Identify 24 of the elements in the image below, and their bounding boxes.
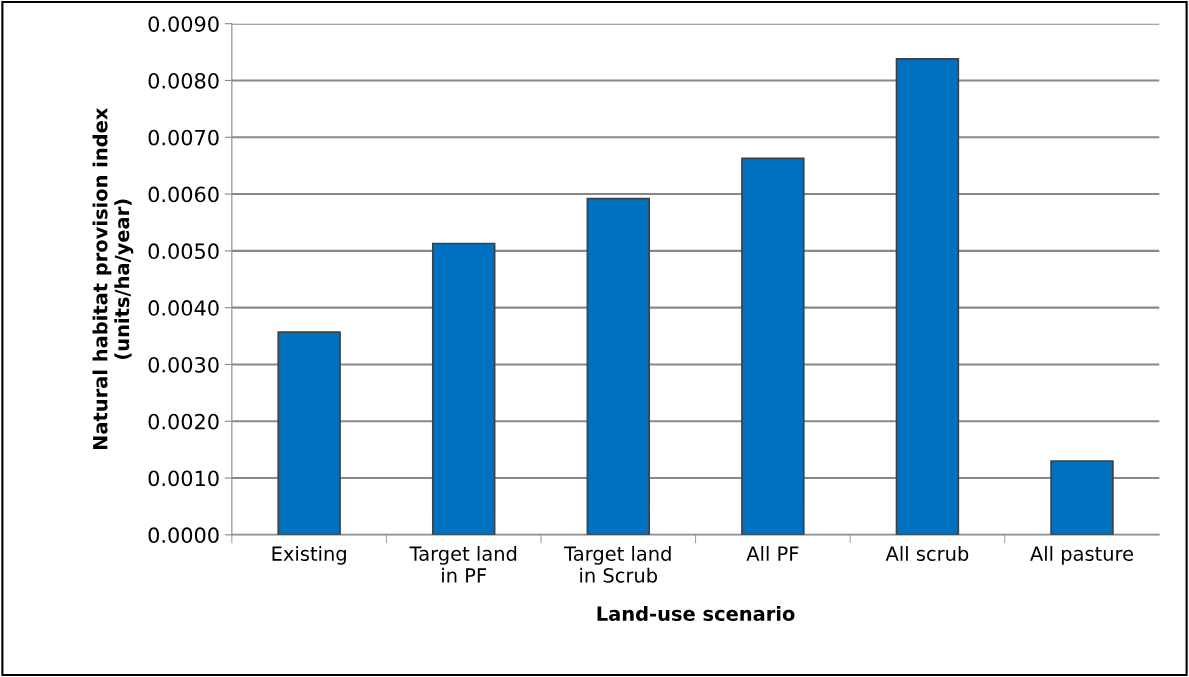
x-tick-label: All scrub xyxy=(885,545,969,561)
y-tick-label: 0.0020 xyxy=(148,413,219,430)
y-tick-label: 0.0010 xyxy=(148,470,219,487)
y-tick-label: 0.0060 xyxy=(148,186,219,203)
y-tick-label: 0.0000 xyxy=(148,527,219,544)
y-tick-label: 0.0050 xyxy=(148,243,219,260)
bar xyxy=(277,331,341,535)
y-tick-label: 0.0070 xyxy=(148,129,219,146)
x-tick-label: All PF xyxy=(746,545,799,561)
bar xyxy=(1050,460,1114,535)
y-tick-label: 0.0080 xyxy=(148,72,219,89)
y-tick-label: 0.0090 xyxy=(148,16,219,32)
x-tick-label: Target land in Scrub xyxy=(564,545,671,583)
bar xyxy=(431,242,496,535)
y-axis-title: Natural habitat provision index (units/ha/year) xyxy=(92,107,134,450)
bar xyxy=(586,197,651,535)
bar xyxy=(741,157,805,535)
y-tick-label: 0.0040 xyxy=(148,300,219,316)
x-tick-label: Existing xyxy=(272,545,346,565)
y-tick-label: 0.0030 xyxy=(148,356,219,373)
x-axis-title: Land-use scenario xyxy=(597,605,795,622)
bar xyxy=(895,58,960,535)
x-tick-label: Target land in PF xyxy=(409,545,517,583)
x-tick-label: All pasture xyxy=(1030,545,1134,565)
